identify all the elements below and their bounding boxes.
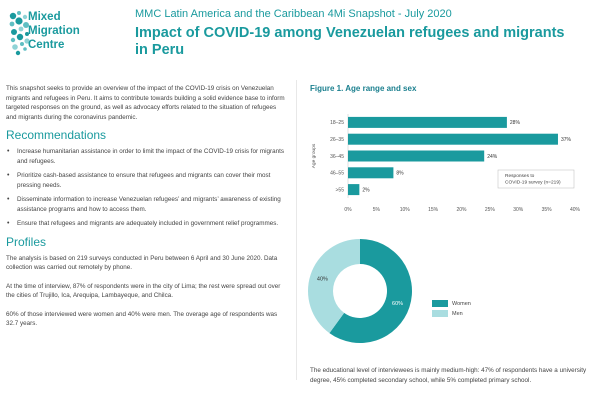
donut-slice: [308, 239, 360, 334]
slice-value-label: 40%: [317, 277, 328, 283]
bar-value-label: 37%: [561, 137, 572, 143]
bar: [348, 167, 394, 179]
donut-legend: Women Men: [432, 300, 471, 320]
category-label: 18–25: [330, 120, 344, 126]
recommendation-item: Disseminate information to increase Vene…: [6, 195, 288, 214]
recommendations-heading: Recommendations: [6, 128, 107, 142]
column-divider: [296, 80, 297, 380]
left-column: This snapshot seeks to provide an overvi…: [6, 84, 288, 338]
profiles-paragraph: The analysis is based on 219 surveys con…: [6, 254, 278, 272]
education-paragraph: The educational level of interviewees is…: [310, 367, 587, 384]
intro-paragraph: This snapshot seeks to provide an overvi…: [6, 85, 285, 121]
legend-swatch: [432, 300, 448, 307]
bar: [348, 184, 360, 196]
x-tick-label: 0%: [344, 207, 352, 213]
sex-donut-chart: 60% 40%: [308, 239, 412, 343]
bar-value-label: 2%: [362, 187, 370, 193]
age-range-bar-chart: Age groups 18–25 28% 26–35 37% 36–45 24% 46–55 8…: [311, 114, 581, 213]
profiles-paragraph: 60% of those interviewed were women and …: [6, 310, 278, 328]
x-tick-label: 20%: [456, 207, 467, 213]
x-tick-label: 30%: [513, 207, 524, 213]
x-tick-label: 15%: [428, 207, 439, 213]
logo-line: Mixed: [28, 11, 61, 23]
bar: [348, 133, 558, 145]
bar-value-label: 8%: [396, 171, 404, 177]
legend-label: Men: [452, 310, 463, 317]
annotation-text: COVID-19 survey (n=219): [505, 180, 561, 186]
page-title: Impact of COVID-19 among Venezuelan refu…: [135, 25, 565, 58]
slice-value-label: 60%: [392, 301, 403, 307]
legend-swatch: [432, 310, 448, 317]
annotation-text: Responses to: [505, 173, 535, 179]
category-label: 36–45: [330, 154, 344, 160]
x-tick-label: 25%: [485, 207, 496, 213]
recommendation-item: Ensure that refugees and migrants are ad…: [6, 219, 288, 229]
bar: [348, 116, 507, 128]
bar-value-label: 24%: [487, 154, 498, 160]
x-tick-label: 40%: [570, 207, 581, 213]
recommendations-list: Increase humanitarian assistance in orde…: [6, 147, 288, 229]
profiles-heading: Profiles: [6, 234, 47, 249]
legend-entry: Women: [432, 300, 471, 307]
legend-entry: Men: [432, 310, 471, 317]
logo-line: Migration: [28, 25, 80, 37]
logo-wordmark: Mixed Migration Centre: [28, 10, 80, 52]
x-tick-label: 10%: [400, 207, 411, 213]
category-label: 46–55: [330, 171, 344, 177]
header: Mixed Migration Centre MMC Latin America…: [0, 0, 600, 76]
annotation-box: [497, 169, 575, 189]
y-axis-label: Age groups: [311, 143, 317, 168]
legend-label: Women: [452, 300, 471, 307]
snapshot-subtitle: MMC Latin America and the Caribbean 4Mi …: [135, 8, 452, 20]
profiles-paragraph: At the time of interview, 87% of respond…: [6, 282, 281, 300]
category-label: >55: [336, 187, 345, 193]
bar: [348, 150, 485, 162]
figure-title: Figure 1. Age range and sex: [310, 84, 417, 93]
bar-value-label: 28%: [510, 120, 521, 126]
category-label: 26–35: [330, 137, 344, 143]
mmc-logo: [9, 11, 30, 56]
recommendation-item: Prioritize cash-based assistance to ensu…: [6, 171, 288, 190]
recommendation-item: Increase humanitarian assistance in orde…: [6, 147, 288, 166]
x-tick-label: 5%: [373, 207, 381, 213]
donut-slice: [329, 239, 412, 343]
x-tick-label: 35%: [542, 207, 553, 213]
logo-line: Centre: [28, 39, 65, 51]
